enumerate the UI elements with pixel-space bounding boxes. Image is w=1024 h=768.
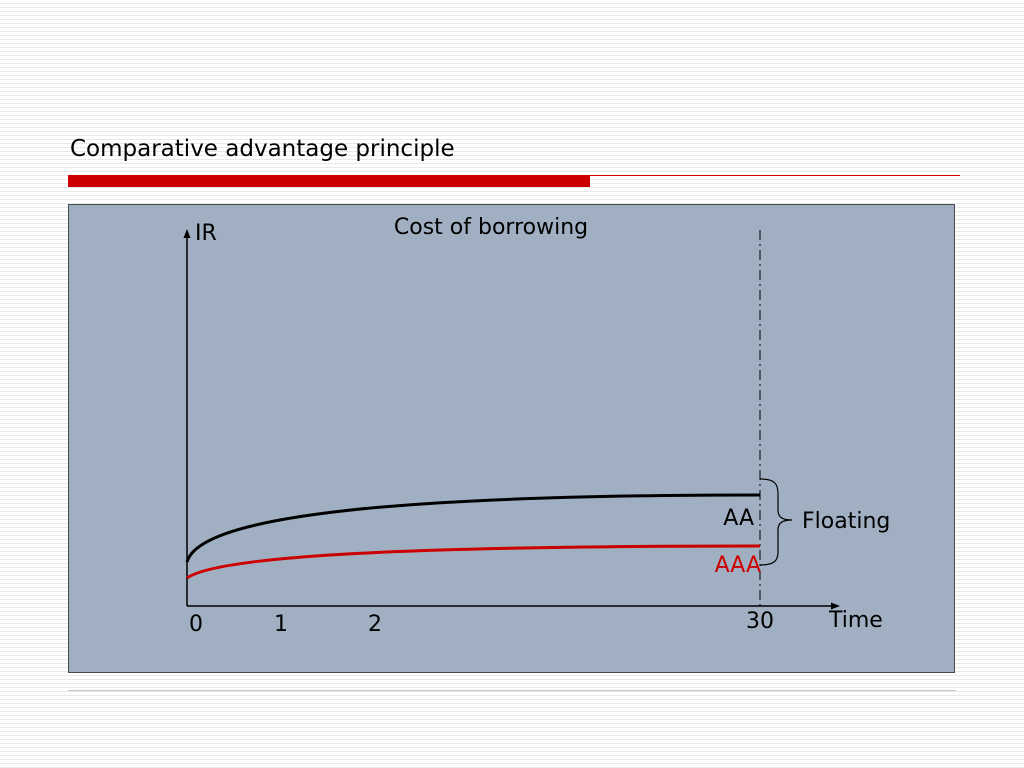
x-tick-label: 30 <box>746 609 774 634</box>
x-tick-label: 0 <box>189 612 203 637</box>
diagram-panel <box>68 204 955 673</box>
curve-aaa-label: AAA <box>715 553 761 578</box>
curve-aa <box>185 493 761 563</box>
slide-title: Comparative advantage principle <box>70 136 455 162</box>
title-accent-bar <box>68 175 590 187</box>
y-axis-label: IR <box>195 221 217 246</box>
x-tick-label: 1 <box>274 612 288 637</box>
curve-aaa <box>186 544 761 580</box>
y-axis-arrow <box>183 229 191 238</box>
footer-divider <box>68 690 956 691</box>
floating-brace <box>759 478 793 566</box>
title-accent-line <box>590 175 960 176</box>
chart-heading: Cost of borrowing <box>394 215 588 240</box>
x-tick-label: 2 <box>368 612 382 637</box>
curve-aa-label: AA <box>723 506 754 531</box>
x-axis-arrow <box>831 602 840 610</box>
floating-label: Floating <box>802 509 890 534</box>
x-axis-label: Time <box>828 608 883 633</box>
